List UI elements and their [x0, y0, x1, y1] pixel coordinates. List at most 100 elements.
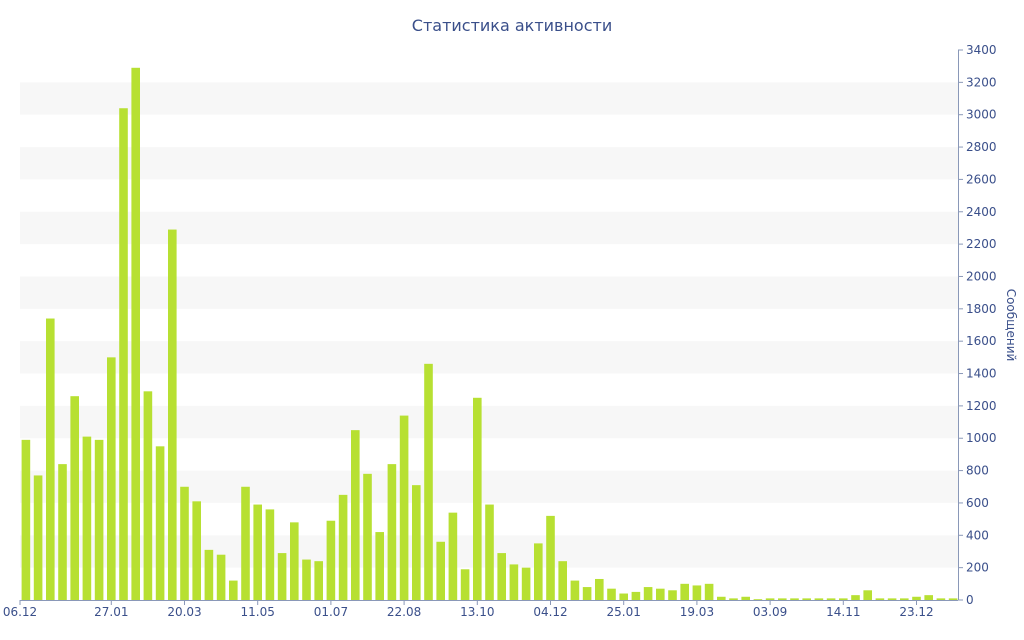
bar[interactable]	[619, 593, 628, 600]
bar[interactable]	[668, 590, 677, 600]
bar[interactable]	[21, 439, 31, 600]
bar[interactable]	[143, 391, 153, 600]
bar[interactable]	[692, 585, 702, 600]
bar[interactable]	[204, 549, 214, 600]
bar[interactable]	[58, 464, 67, 600]
bar[interactable]	[485, 504, 494, 600]
bar[interactable]	[839, 598, 848, 600]
bar[interactable]	[851, 595, 860, 600]
bar[interactable]	[131, 67, 140, 600]
bar[interactable]	[863, 590, 872, 600]
bar[interactable]	[473, 397, 482, 600]
bar[interactable]	[399, 415, 409, 600]
bar[interactable]	[826, 598, 836, 600]
y-tick-label: 3200	[966, 75, 997, 89]
bar[interactable]	[704, 583, 714, 600]
y-tick-label: 200	[966, 561, 989, 575]
bar[interactable]	[216, 554, 226, 600]
bar[interactable]	[595, 578, 604, 600]
axes: 0 200 400 600 800 1000 1200 1400 1600 1800 2000 220…	[3, 43, 997, 619]
bar[interactable]	[570, 580, 580, 600]
bar[interactable]	[326, 520, 336, 600]
y-tick-label: 1800	[966, 302, 997, 316]
bar[interactable]	[765, 598, 775, 600]
bar[interactable]	[180, 486, 189, 600]
x-tick-label: 22.08	[387, 605, 421, 619]
bar[interactable]	[265, 509, 275, 600]
bar[interactable]	[558, 561, 567, 600]
grid-band	[20, 276, 958, 309]
bar[interactable]	[338, 494, 348, 600]
grid-band	[20, 82, 958, 115]
bar[interactable]	[107, 357, 116, 600]
bar[interactable]	[741, 596, 750, 600]
bar[interactable]	[192, 501, 201, 600]
bar[interactable]	[680, 583, 689, 600]
bar[interactable]	[717, 596, 726, 600]
bar[interactable]	[168, 229, 177, 600]
bar[interactable]	[814, 598, 824, 600]
bar[interactable]	[778, 598, 787, 600]
y-axis-label: Сообщений	[1004, 289, 1018, 362]
y-tick-label: 2600	[966, 172, 997, 186]
bar[interactable]	[509, 564, 519, 600]
bar[interactable]	[790, 598, 799, 600]
bar[interactable]	[534, 543, 543, 600]
y-tick-label: 2000	[966, 269, 997, 283]
bar[interactable]	[900, 598, 909, 600]
bar[interactable]	[155, 446, 165, 600]
bar[interactable]	[436, 541, 445, 600]
bar[interactable]	[753, 599, 763, 600]
x-tick-label: 23.12	[899, 605, 933, 619]
bar[interactable]	[460, 569, 470, 600]
bar[interactable]	[351, 430, 360, 600]
bar[interactable]	[643, 587, 653, 600]
bar[interactable]	[387, 464, 397, 600]
bar[interactable]	[363, 473, 372, 600]
bar[interactable]	[582, 587, 592, 600]
bar[interactable]	[948, 598, 958, 600]
x-tick-label: 01.07	[314, 605, 348, 619]
y-tick-label: 3000	[966, 108, 997, 122]
bar[interactable]	[70, 396, 79, 600]
bar[interactable]	[314, 561, 323, 600]
bar[interactable]	[448, 512, 458, 600]
bar[interactable]	[924, 595, 933, 600]
bar[interactable]	[277, 553, 287, 600]
bar[interactable]	[302, 559, 311, 600]
bar[interactable]	[82, 436, 92, 600]
bar[interactable]	[119, 108, 128, 600]
x-tick-label: 11.05	[241, 605, 275, 619]
grid-band	[20, 405, 958, 439]
y-tick-label: 2400	[966, 205, 997, 219]
y-tick-label: 2200	[966, 237, 997, 251]
bar[interactable]	[412, 485, 421, 600]
bar[interactable]	[241, 486, 250, 600]
bar[interactable]	[936, 598, 946, 600]
bar[interactable]	[521, 567, 531, 600]
bar[interactable]	[546, 515, 555, 600]
bar[interactable]	[497, 553, 506, 600]
bar[interactable]	[656, 588, 665, 600]
y-tick-label: 2800	[966, 140, 997, 154]
x-tick-label: 06.12	[3, 605, 37, 619]
y-tick-label: 3400	[966, 43, 997, 57]
bar[interactable]	[46, 318, 55, 600]
bar[interactable]	[729, 598, 738, 600]
bar[interactable]	[424, 363, 433, 600]
bar[interactable]	[229, 580, 238, 600]
bar[interactable]	[290, 522, 299, 600]
bar[interactable]	[375, 532, 384, 600]
bar[interactable]	[802, 598, 811, 600]
bar[interactable]	[607, 588, 616, 600]
bar[interactable]	[631, 591, 641, 600]
bar[interactable]	[875, 598, 885, 600]
bar[interactable]	[94, 439, 104, 600]
bar[interactable]	[33, 475, 43, 600]
bar[interactable]	[253, 504, 262, 600]
bar[interactable]	[912, 596, 921, 600]
bar[interactable]	[887, 598, 897, 600]
y-tick-label: 400	[966, 528, 989, 542]
